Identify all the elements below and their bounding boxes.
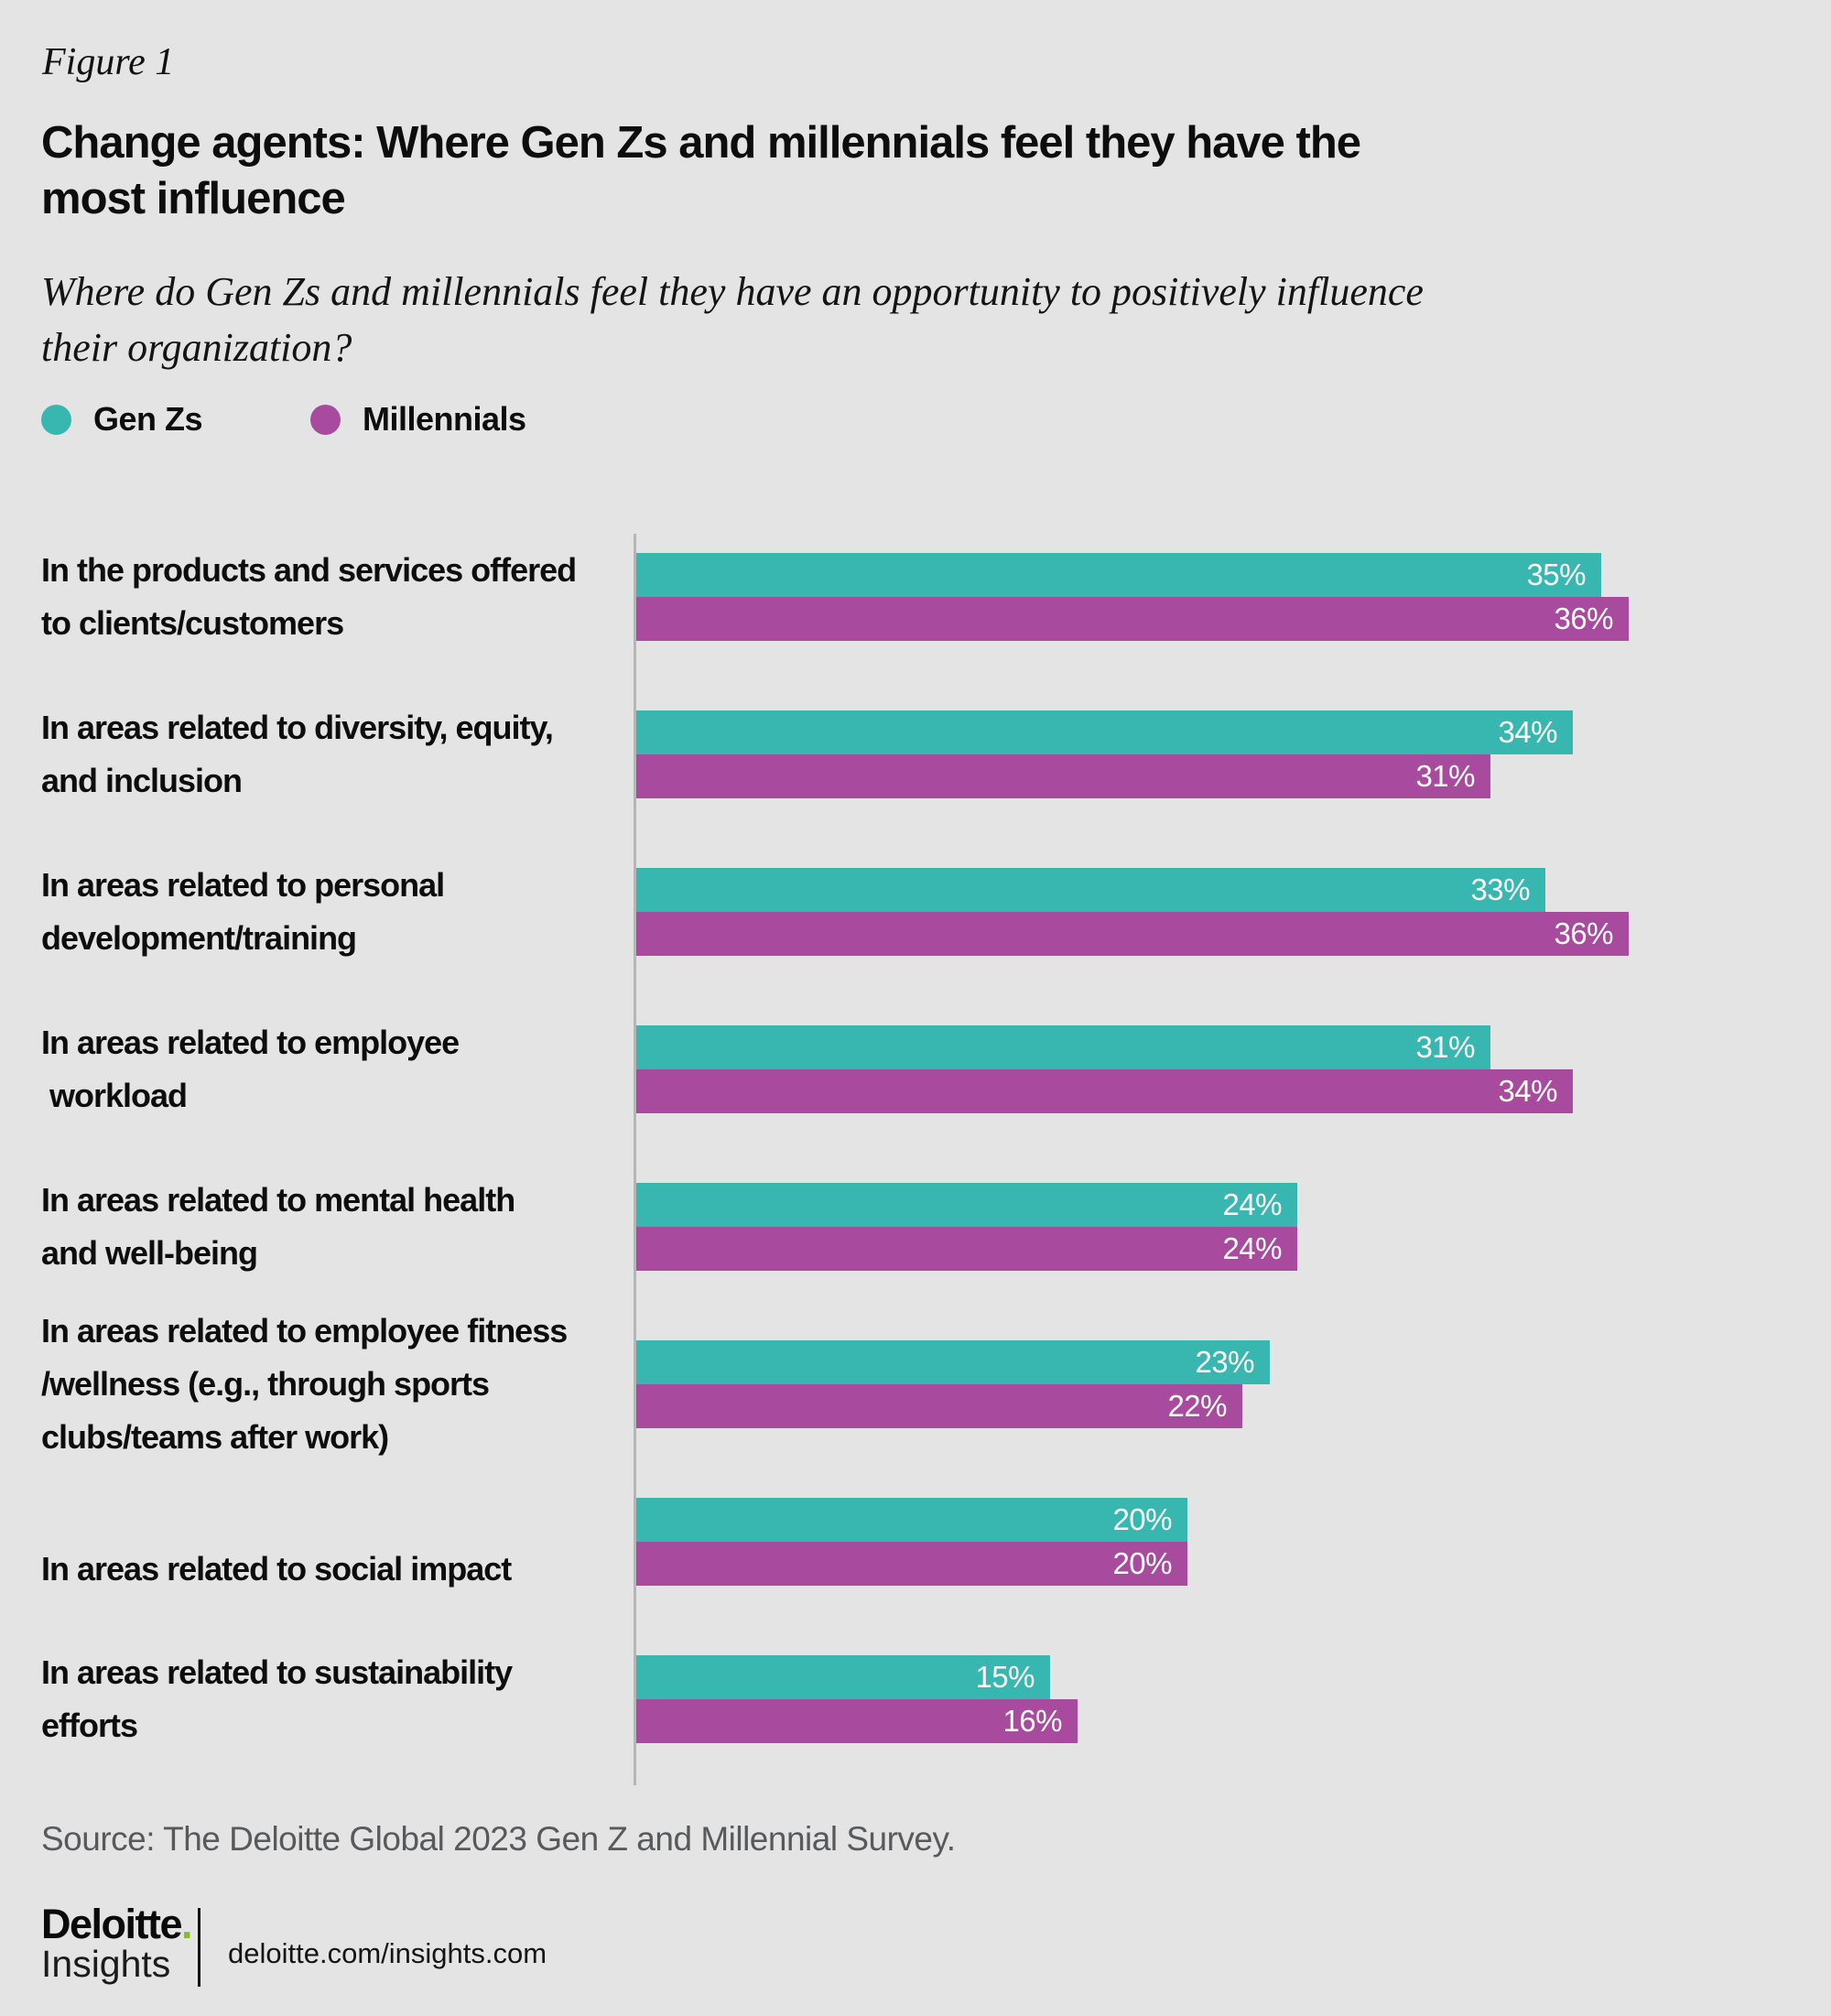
bar-value-label: 24% (1222, 1187, 1282, 1221)
source-note: Source: The Deloitte Global 2023 Gen Z a… (41, 1820, 956, 1858)
category-label-line: In areas related to personal (41, 866, 445, 904)
bar-gen-zs: 31% (636, 1025, 1490, 1069)
bar-value-label: 35% (1526, 558, 1586, 591)
bar-gen-zs: 24% (636, 1183, 1297, 1227)
bar-value-label: 15% (975, 1660, 1035, 1694)
category-label: In areas related to employee workload (41, 1016, 627, 1122)
bar-millennials: 20% (636, 1542, 1187, 1586)
category-label-line: In the products and services offered (41, 551, 577, 589)
deloitte-wordmark-text: Deloitte (41, 1901, 183, 1947)
legend-item-gen-zs: Gen Zs (41, 400, 203, 439)
bar-value-label: 36% (1554, 602, 1613, 635)
bar-value-label: 24% (1222, 1231, 1282, 1265)
legend-item-millennials: Millennials (310, 400, 526, 439)
category-label-line: /wellness (e.g., through sports (41, 1365, 490, 1403)
bar-value-label: 31% (1415, 759, 1475, 793)
bar-gen-zs: 34% (636, 710, 1573, 754)
category-label-line: and inclusion (41, 762, 243, 799)
bar-gen-zs: 33% (636, 868, 1545, 912)
category-label: In areas related to diversity, equity, an… (41, 701, 627, 807)
category-label-line: and well-being (41, 1234, 258, 1272)
bar-millennials: 36% (636, 912, 1629, 956)
axis-baseline (634, 534, 636, 1785)
category-label: In areas related to employee fitness/wel… (41, 1305, 627, 1464)
chart-subtitle: Where do Gen Zs and millennials feel the… (41, 264, 1598, 375)
category-label-line: In areas related to diversity, equity, (41, 709, 554, 746)
bar-millennials: 36% (636, 597, 1629, 641)
deloitte-insights-logo: Deloitte. Insights (41, 1901, 193, 1985)
category-label-line: In areas related to social impact (41, 1550, 512, 1588)
category-label-line: efforts (41, 1707, 138, 1744)
millennials-dot-icon (310, 404, 341, 435)
bar-gen-zs: 20% (636, 1498, 1187, 1542)
category-label: In the products and services offered to c… (41, 544, 627, 650)
category-label-line: In areas related to employee fitness (41, 1312, 568, 1349)
legend-label-millennials: Millennials (363, 400, 526, 438)
bar-gen-zs: 35% (636, 553, 1601, 597)
bar-value-label: 31% (1415, 1030, 1475, 1064)
insights-wordmark: Insights (41, 1943, 171, 1985)
bar-value-label: 36% (1554, 916, 1613, 950)
bar-gen-zs: 15% (636, 1655, 1050, 1699)
bar-value-label: 22% (1167, 1389, 1227, 1423)
category-label-line: workload (41, 1077, 188, 1114)
bar-millennials: 34% (636, 1069, 1573, 1113)
category-label-line: clubs/teams after work) (41, 1418, 389, 1456)
deloitte-green-dot-icon: . (181, 1901, 193, 1947)
chart-title-line-1: Change agents: Where Gen Zs and millenni… (41, 118, 1361, 168)
category-label-line: In areas related to employee (41, 1024, 460, 1061)
chart-subtitle-line-2: their organization? (41, 325, 352, 370)
legend-label-gen-zs: Gen Zs (93, 400, 203, 438)
deloitte-wordmark: Deloitte. (41, 1901, 193, 1947)
legend: Gen Zs Millennials (41, 400, 526, 439)
bar-value-label: 34% (1498, 715, 1557, 749)
bar-value-label: 20% (1112, 1546, 1172, 1580)
bar-value-label: 16% (1002, 1704, 1062, 1738)
bar-millennials: 31% (636, 754, 1490, 798)
chart-title-line-2: most influence (41, 174, 346, 223)
bar-millennials: 22% (636, 1384, 1242, 1428)
gen-zs-dot-icon (41, 404, 71, 435)
figure-label: Figure 1 (42, 41, 175, 83)
category-label: In areas related to sustainability effort… (41, 1646, 627, 1752)
bar-value-label: 34% (1498, 1074, 1557, 1108)
bar-value-label: 23% (1195, 1345, 1254, 1379)
chart-subtitle-line-1: Where do Gen Zs and millennials feel the… (41, 269, 1424, 314)
bar-gen-zs: 23% (636, 1340, 1270, 1384)
bar-value-label: 20% (1112, 1502, 1172, 1536)
bar-millennials: 16% (636, 1699, 1078, 1743)
bar-value-label: 33% (1470, 873, 1530, 906)
category-label: In areas related to mental health and wel… (41, 1174, 627, 1280)
category-label-line: In areas related to mental health (41, 1181, 515, 1219)
bar-millennials: 24% (636, 1227, 1297, 1271)
chart-title: Change agents: Where Gen Zs and millenni… (41, 115, 1643, 227)
category-label-line: development/training (41, 919, 357, 957)
category-label-line: In areas related to sustainability (41, 1653, 513, 1691)
footer-url: deloitte.com/insights.com (228, 1937, 547, 1969)
footer-divider (198, 1908, 200, 1987)
category-label: In areas related to personal development/… (41, 859, 627, 965)
category-label-line: to clients/customers (41, 604, 344, 642)
category-label: In areas related to social impact (41, 1543, 627, 1596)
